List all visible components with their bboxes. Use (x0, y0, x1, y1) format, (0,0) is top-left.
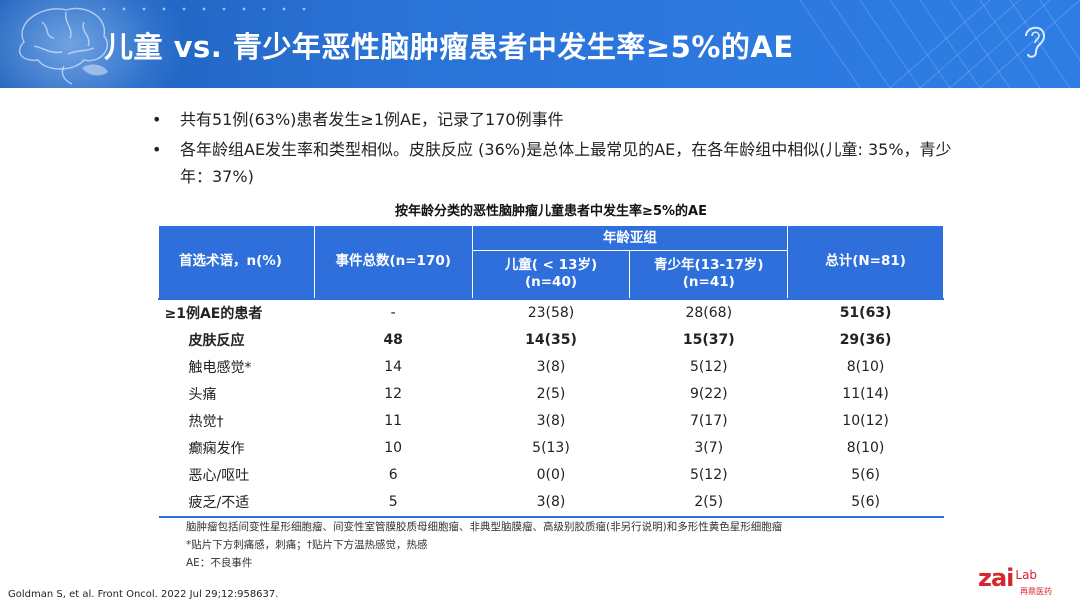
row-term: 头痛 (188, 387, 217, 403)
row-term: 疲乏/不适 (158, 488, 315, 518)
row-children: 2(5) (536, 386, 566, 402)
bullet-list: • 共有51例(63%)患者发生≥1例AE，记录了170例事件 • 各年龄组AE… (152, 106, 952, 193)
table-row: ≥1例AE的患者 - 23(58) 28(68) 51(63) (158, 297, 944, 327)
row-term: ≥1例AE的患者 (158, 297, 315, 327)
row-term: 癫痫发作 (188, 441, 245, 457)
decorative-mesh (799, 0, 1080, 88)
header-total: 总计(N=81) (787, 225, 944, 299)
bullet-item: • 各年龄组AE发生率和类型相似。皮肤反应 (36%)是总体上最常见的AE，在各… (152, 136, 952, 190)
row-total: 29(36) (839, 332, 892, 348)
header-adolescents-n: (n=41) (682, 274, 735, 291)
header-adolescents-label: 青少年(13-17岁) (654, 257, 764, 274)
row-events: 14 (384, 359, 403, 375)
row-children: 14(35) (525, 332, 577, 348)
header-banner: 儿童 vs. 青少年恶性脑肿瘤患者中发生率≥5%的AE (0, 0, 1080, 88)
row-children: 0(0) (536, 467, 566, 483)
row-term: 皮肤反应 (188, 333, 245, 349)
row-total: 11(14) (842, 386, 889, 402)
footnotes: 脑肿瘤包括间变性星形细胞瘤、间变性室管膜胶质母细胞瘤、非典型脑膜瘤、高级别胶质瘤… (186, 518, 782, 572)
row-events: - (314, 297, 473, 327)
row-adolescents: 2(5) (629, 488, 788, 518)
row-total: 8(10) (846, 440, 885, 456)
row-events: 11 (384, 413, 403, 429)
row-total: 5(6) (851, 467, 880, 483)
citation: Goldman S, et al. Front Oncol. 2022 Jul … (8, 589, 279, 600)
row-children: 3(8) (536, 413, 566, 429)
header-children: 儿童( < 13岁) (n=40) (471, 250, 631, 299)
ae-table: 首选术语，n(%) 事件总数(n=170) 年龄亚组 总计(N=81) 儿童( … (158, 225, 944, 518)
table-row: 恶心/呕吐 6 0(0) 5(12) 5(6) (159, 462, 944, 489)
table-row: 触电感觉* 14 3(8) 5(12) 8(10) (159, 354, 944, 381)
row-events: 10 (384, 440, 403, 456)
footnote-symbols: *贴片下方刺痛感，刺痛；†贴片下方温热感觉，热感 (186, 539, 428, 551)
row-children: 23(58) (472, 297, 630, 327)
header-events: 事件总数(n=170) (313, 225, 473, 299)
row-total: 10(12) (842, 413, 889, 429)
row-total: 5(6) (787, 488, 944, 518)
row-children: 5(13) (532, 440, 570, 456)
footnote-abbrev: AE：不良事件 (186, 557, 253, 569)
table-title: 按年龄分类的恶性脑肿瘤儿童患者中发生率≥5%的AE (395, 204, 707, 219)
brain-icon (19, 7, 109, 85)
logo-text: zai (978, 564, 1014, 592)
row-adolescents: 15(37) (682, 332, 735, 348)
bullet-text: 共有51例(63%)患者发生≥1例AE，记录了170例事件 (180, 110, 564, 129)
header-adolescents: 青少年(13-17岁) (n=41) (629, 250, 789, 299)
table-row: 疲乏/不适 5 3(8) 2(5) 5(6) (158, 488, 944, 518)
row-children: 3(8) (472, 488, 630, 518)
table-row: 癫痫发作 10 5(13) 3(7) 8(10) (159, 435, 944, 462)
page-title: 儿童 vs. 青少年恶性脑肿瘤患者中发生率≥5%的AE (104, 30, 794, 64)
ear-icon (1025, 26, 1046, 58)
header-children-label: 儿童( < 13岁) (504, 257, 598, 274)
footnote-tumor-types: 脑肿瘤包括间变性星形细胞瘤、间变性室管膜胶质母细胞瘤、非典型脑膜瘤、高级别胶质瘤… (186, 521, 783, 533)
header-term: 首选术语，n(%) (158, 225, 315, 299)
table-row: 皮肤反应 48 14(35) 15(37) 29(36) (159, 327, 944, 354)
bullet-marker: • (152, 110, 162, 129)
row-total: 51(63) (787, 297, 944, 327)
row-adolescents: 5(12) (689, 467, 728, 483)
decorative-dots (102, 7, 306, 11)
logo-suffix: Lab (1015, 568, 1038, 582)
table-row: 热觉† 11 3(8) 7(17) 10(12) (159, 408, 944, 435)
row-adolescents: 7(17) (689, 413, 728, 429)
row-adolescents: 5(12) (689, 359, 728, 375)
row-adolescents: 9(22) (689, 386, 728, 402)
row-adolescents: 28(68) (629, 297, 788, 327)
header-age-group: 年龄亚组 (471, 225, 789, 251)
row-events: 48 (383, 332, 403, 348)
header-children-n: (n=40) (524, 274, 578, 291)
table-row: 头痛 12 2(5) 9(22) 11(14) (159, 381, 944, 408)
row-events: 12 (384, 386, 403, 402)
row-total: 8(10) (846, 359, 885, 375)
row-children: 3(8) (536, 359, 566, 375)
row-adolescents: 3(7) (694, 440, 724, 456)
bullet-item: • 共有51例(63%)患者发生≥1例AE，记录了170例事件 (152, 106, 952, 133)
row-events: 6 (388, 467, 398, 483)
row-term: 恶心/呕吐 (188, 468, 250, 484)
row-term: 触电感觉* (188, 360, 252, 376)
logo-subtitle: 再鼎医药 (1020, 587, 1052, 596)
bullet-marker: • (152, 140, 162, 159)
row-term: 热觉† (188, 414, 224, 430)
zailab-logo: zai Lab 再鼎医药 (978, 566, 1052, 597)
row-events: 5 (314, 488, 473, 518)
bullet-text: 各年龄组AE发生率和类型相似。皮肤反应 (36%)是总体上最常见的AE，在各年龄… (180, 140, 952, 186)
